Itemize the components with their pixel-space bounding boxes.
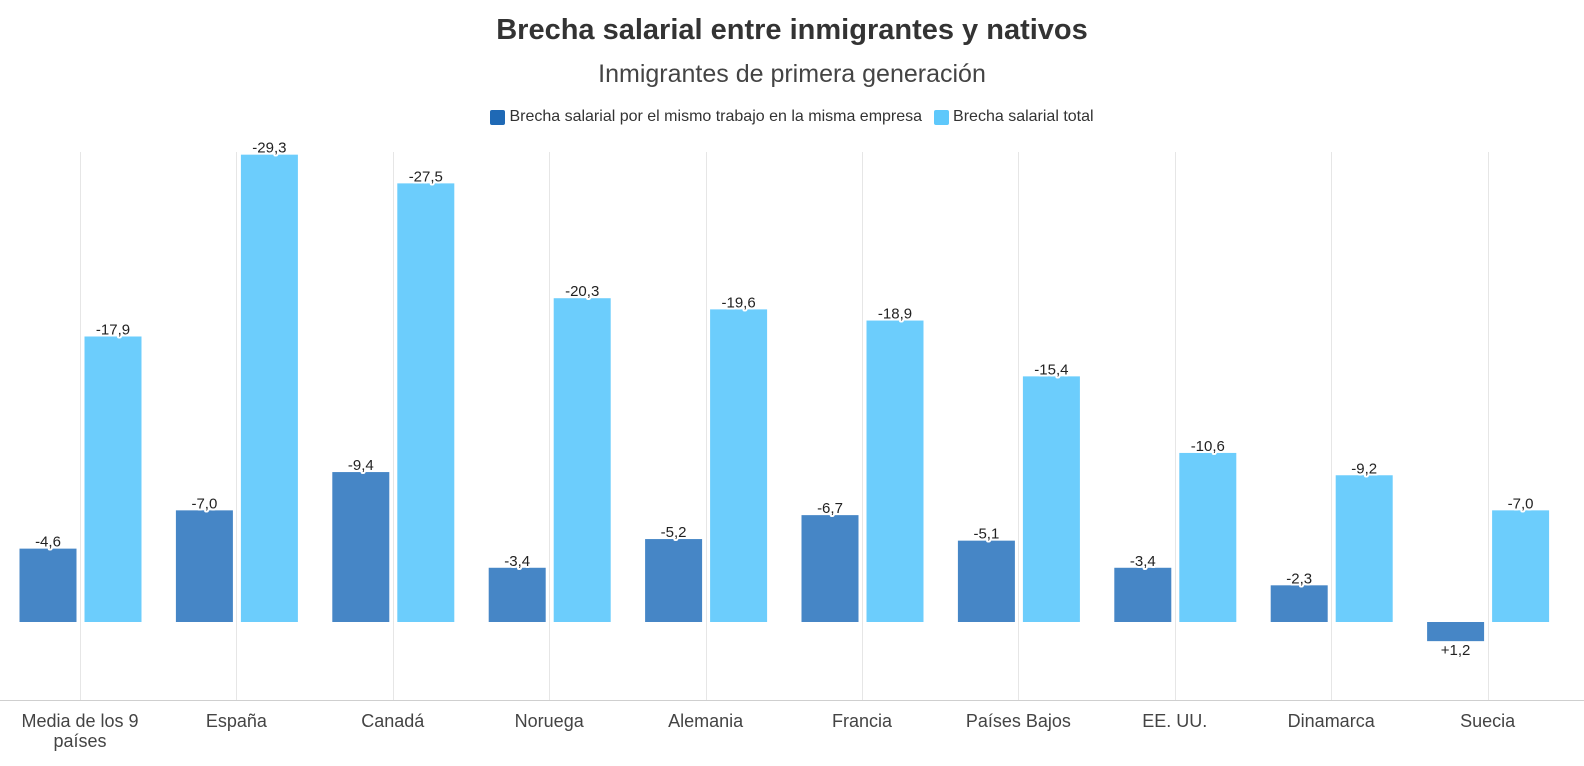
data-label: -2,3 — [1286, 570, 1312, 587]
x-tick-label: Canadá — [361, 711, 425, 731]
data-label: -7,0 — [1508, 495, 1534, 512]
data-label: -4,6 — [35, 534, 61, 551]
bar — [84, 336, 142, 622]
bar — [1427, 622, 1485, 642]
bar — [488, 567, 546, 622]
bar — [553, 298, 611, 622]
data-label: -7,0 — [191, 495, 217, 512]
bar — [710, 309, 768, 622]
bar — [1270, 585, 1328, 622]
bar — [801, 515, 859, 622]
legend-swatch-total — [934, 109, 950, 125]
bar — [645, 539, 703, 622]
data-label: -27,5 — [409, 168, 443, 185]
x-tick-label: países — [53, 731, 106, 751]
legend-swatch-same-job — [490, 109, 506, 125]
bar — [1022, 376, 1080, 622]
data-label: -9,2 — [1351, 460, 1377, 477]
x-tick-label: España — [206, 711, 268, 731]
x-tick-label: Alemania — [668, 711, 744, 731]
data-label: -5,1 — [973, 526, 999, 543]
x-tick-label: Países Bajos — [966, 711, 1071, 731]
data-label: -17,9 — [96, 321, 130, 338]
bar — [1492, 510, 1550, 622]
legend-item-same-job: Brecha salarial por el mismo trabajo en … — [490, 108, 922, 126]
data-label: -18,9 — [878, 306, 912, 323]
legend-item-total: Brecha salarial total — [934, 108, 1094, 126]
data-label: -10,6 — [1191, 438, 1225, 455]
x-tick-label: Dinamarca — [1288, 711, 1376, 731]
bar — [240, 154, 298, 623]
x-tick-label: Francia — [832, 711, 893, 731]
data-label: -5,2 — [661, 524, 687, 541]
data-label: -29,3 — [252, 140, 286, 157]
chart-title: Brecha salarial entre inmigrantes y nati… — [496, 14, 1088, 46]
bar — [1179, 452, 1237, 622]
bar — [1114, 567, 1172, 622]
legend-label-same-job: Brecha salarial por el mismo trabajo en … — [509, 108, 923, 125]
bar — [1335, 475, 1393, 622]
legend-label-total: Brecha salarial total — [953, 108, 1094, 125]
data-label: -6,7 — [817, 500, 843, 517]
data-label: -15,4 — [1034, 361, 1068, 378]
data-label: -9,4 — [348, 457, 374, 474]
bar — [397, 183, 455, 622]
bar — [332, 472, 390, 622]
data-label: -19,6 — [721, 294, 755, 311]
data-label: -20,3 — [565, 283, 599, 300]
bar — [175, 510, 233, 622]
data-label: -3,4 — [1130, 553, 1156, 570]
bar — [957, 540, 1015, 622]
chart-legend: Brecha salarial por el mismo trabajo en … — [0, 108, 1584, 126]
data-label: -3,4 — [504, 553, 530, 570]
bar — [19, 548, 77, 622]
x-tick-label: Noruega — [515, 711, 585, 731]
x-tick-label: EE. UU. — [1142, 711, 1207, 731]
x-tick-label: Media de los 9 — [21, 711, 138, 731]
data-label: +1,2 — [1441, 642, 1471, 659]
chart-subtitle: Inmigrantes de primera generación — [598, 60, 986, 88]
x-tick-label: Suecia — [1460, 711, 1516, 731]
bar — [866, 320, 924, 622]
